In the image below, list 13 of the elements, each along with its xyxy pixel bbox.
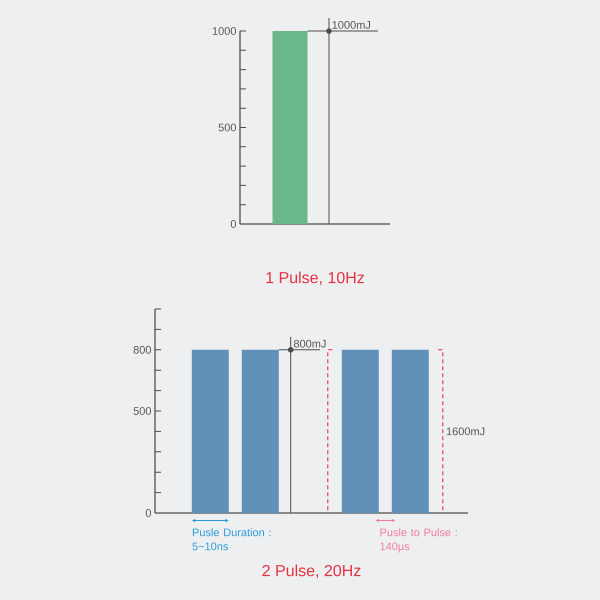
text: 1 Pulse, 10Hz xyxy=(266,272,364,286)
text: 2 Pulse, 20Hz xyxy=(262,564,360,578)
ref-line-label: 800mJ xyxy=(294,340,326,348)
y-tick-label: 0 xyxy=(146,509,152,517)
y-tick-label: 800 xyxy=(134,346,152,354)
ref-line-label: 1000mJ xyxy=(332,21,370,29)
y-tick-label: 0 xyxy=(230,220,236,228)
y-tick-label: 1000 xyxy=(212,27,236,35)
text: Pusle Duration : 5~10ns xyxy=(192,528,270,550)
annotation: 1600mJ xyxy=(446,428,484,436)
y-tick-label: 500 xyxy=(134,407,152,415)
text: Pusle to Pulse : 140µs xyxy=(380,528,457,552)
y-tick-label: 500 xyxy=(218,124,236,132)
